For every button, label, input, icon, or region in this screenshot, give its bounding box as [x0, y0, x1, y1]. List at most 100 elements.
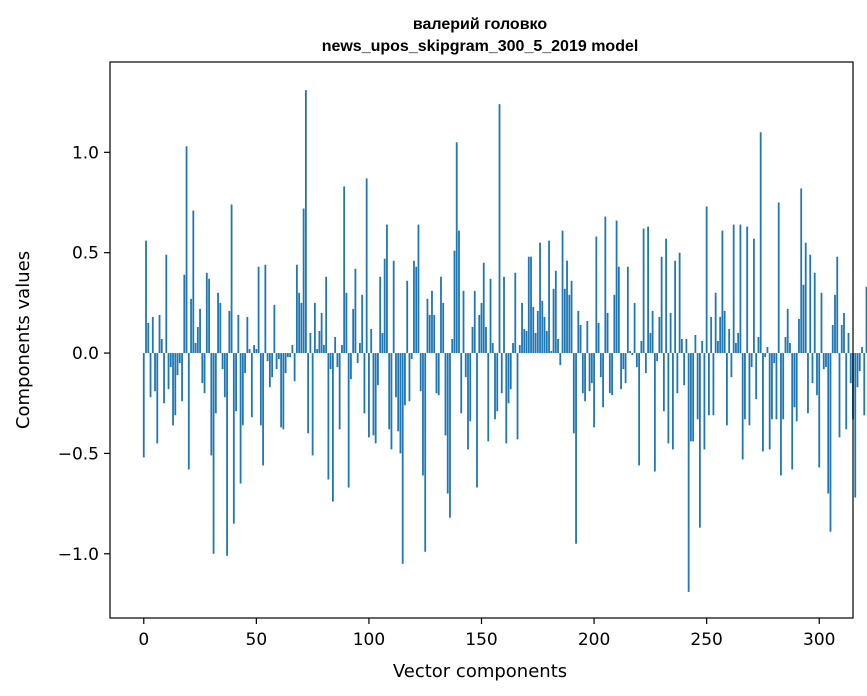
- bar-78: [318, 330, 321, 354]
- bar-27: [203, 353, 206, 394]
- bar-193: [577, 310, 580, 354]
- bar-99: [365, 178, 368, 354]
- bar-164: [512, 343, 514, 354]
- chart-title-line2: news_upos_skipgram_300_5_2019 model: [322, 38, 639, 55]
- bar-41: [235, 353, 237, 412]
- bar-272: [755, 353, 758, 400]
- bar-46: [246, 316, 249, 354]
- bar-13: [172, 353, 174, 426]
- bar-262: [732, 224, 735, 354]
- bar-211: [617, 266, 620, 354]
- bar-22: [192, 210, 195, 354]
- bar-141: [460, 353, 463, 414]
- x-axis-ticks: 0 50 100 150 200 250 300: [138, 618, 835, 650]
- x-tick-label: 300: [803, 630, 835, 650]
- bar-57: [271, 353, 274, 378]
- y-tick-label: 1.0: [72, 143, 99, 163]
- bar-153: [487, 353, 490, 442]
- bar-274: [759, 132, 762, 354]
- bar-316: [854, 353, 857, 498]
- bar-71: [302, 208, 305, 354]
- bar-142: [462, 290, 465, 354]
- bar-240: [683, 353, 686, 386]
- bar-151: [482, 262, 485, 354]
- bar-299: [816, 353, 818, 396]
- y-axis-ticks: −1.0 −0.5 0.0 0.5 1.0: [58, 143, 110, 565]
- bar-134: [444, 353, 447, 436]
- bar-5: [154, 353, 156, 392]
- bar-215: [626, 266, 629, 354]
- bar-208: [611, 353, 613, 396]
- bar-132: [440, 276, 442, 354]
- bar-25: [199, 308, 201, 354]
- bar-304: [827, 353, 830, 494]
- bar-252: [710, 316, 713, 354]
- bar-75: [311, 353, 314, 456]
- bar-93: [352, 308, 355, 354]
- bar-269: [748, 353, 751, 426]
- bar-62: [282, 353, 285, 430]
- bar-3: [149, 353, 152, 398]
- bar-217: [631, 353, 634, 356]
- bar-206: [606, 312, 609, 354]
- bar-319: [861, 347, 863, 354]
- bar-91: [347, 353, 350, 488]
- bar-63: [284, 353, 287, 374]
- bar-89: [343, 186, 346, 354]
- bar-58: [273, 304, 276, 354]
- bar-293: [802, 284, 805, 354]
- bar-85: [334, 336, 337, 354]
- bar-30: [210, 353, 213, 456]
- x-tick-label: 50: [246, 630, 268, 650]
- bar-162: [507, 353, 510, 404]
- bar-45: [244, 353, 246, 374]
- bar-84: [332, 353, 334, 502]
- bar-14: [174, 353, 177, 416]
- bar-140: [458, 230, 460, 354]
- bar-237: [676, 353, 679, 394]
- bar-207: [608, 353, 611, 394]
- bar-28: [205, 272, 208, 354]
- bar-282: [777, 202, 780, 354]
- bar-48: [250, 353, 253, 418]
- bar-268: [746, 226, 749, 354]
- bar-261: [730, 353, 733, 378]
- bar-197: [586, 320, 589, 354]
- bar-259: [726, 353, 728, 426]
- bar-149: [478, 314, 481, 354]
- bar-192: [575, 353, 577, 544]
- bar-52: [259, 353, 262, 426]
- bar-196: [584, 353, 586, 402]
- bar-131: [437, 353, 440, 396]
- bar-114: [399, 353, 402, 454]
- bar-118: [408, 353, 411, 402]
- bar-307: [834, 294, 836, 354]
- bar-31: [212, 353, 215, 554]
- bar-10: [165, 254, 168, 354]
- bar-102: [372, 353, 375, 436]
- bar-154: [489, 278, 492, 354]
- bar-227: [653, 353, 656, 472]
- bar-9: [163, 353, 165, 404]
- bar-70: [300, 302, 303, 354]
- bar-174: [534, 332, 537, 354]
- bar-232: [665, 238, 668, 354]
- bar-90: [345, 292, 348, 354]
- bar-228: [656, 353, 659, 362]
- bar-203: [599, 353, 602, 378]
- bar-170: [525, 330, 528, 354]
- bar-311: [843, 312, 845, 354]
- bar-108: [386, 224, 388, 354]
- bar-126: [426, 298, 429, 354]
- bar-74: [309, 332, 312, 354]
- bar-120: [413, 260, 415, 354]
- bar-73: [307, 353, 310, 434]
- bar-152: [485, 326, 487, 354]
- bar-308: [836, 256, 839, 354]
- bar-246: [696, 353, 699, 420]
- bar-127: [428, 314, 431, 354]
- bar-187: [563, 288, 566, 354]
- bar-146: [471, 326, 474, 354]
- bar-198: [588, 353, 591, 392]
- bar-309: [838, 353, 841, 438]
